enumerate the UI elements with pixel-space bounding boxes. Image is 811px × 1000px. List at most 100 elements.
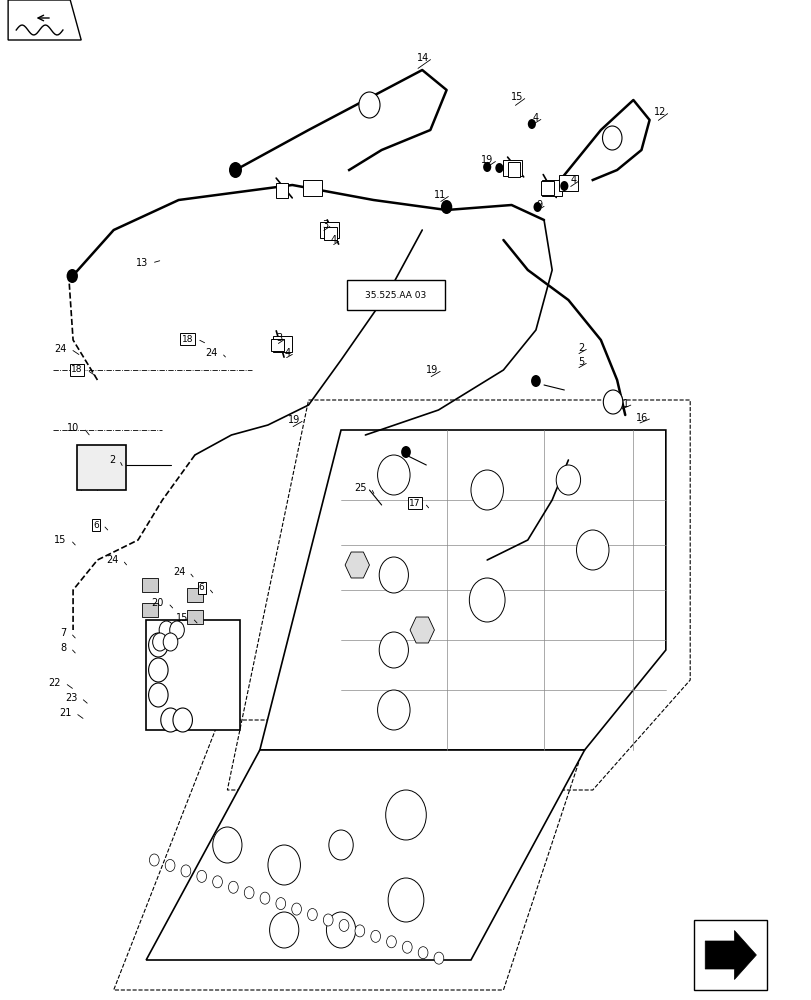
Text: 11: 11 <box>434 190 446 200</box>
Bar <box>142 603 158 617</box>
Polygon shape <box>704 930 756 980</box>
Text: 18: 18 <box>71 365 83 374</box>
Bar <box>187 588 203 602</box>
Circle shape <box>269 912 298 948</box>
Circle shape <box>388 878 423 922</box>
Circle shape <box>440 200 452 214</box>
Text: 17: 17 <box>409 498 420 508</box>
Bar <box>324 227 337 240</box>
Text: 2: 2 <box>109 455 115 465</box>
Circle shape <box>67 269 78 283</box>
Text: 2: 2 <box>577 343 584 353</box>
Circle shape <box>495 163 503 173</box>
Bar <box>542 180 561 196</box>
Circle shape <box>212 876 222 888</box>
Bar <box>320 222 339 238</box>
Text: 15: 15 <box>54 535 67 545</box>
Circle shape <box>379 632 408 668</box>
Circle shape <box>323 914 333 926</box>
Text: 35.525.AA 03: 35.525.AA 03 <box>364 290 426 300</box>
Text: 14: 14 <box>416 53 428 63</box>
Polygon shape <box>410 617 434 643</box>
Circle shape <box>260 892 269 904</box>
Text: 13: 13 <box>135 258 148 268</box>
Text: 19: 19 <box>288 415 300 425</box>
Circle shape <box>328 830 353 860</box>
Text: 15: 15 <box>510 92 522 102</box>
Circle shape <box>149 854 159 866</box>
Circle shape <box>358 92 380 118</box>
Circle shape <box>165 859 174 871</box>
Text: 24: 24 <box>54 344 67 354</box>
Circle shape <box>603 390 622 414</box>
Text: 3: 3 <box>321 220 328 230</box>
FancyBboxPatch shape <box>346 280 444 310</box>
Text: 10: 10 <box>67 423 79 433</box>
Bar <box>507 162 519 177</box>
Bar <box>270 339 284 351</box>
Circle shape <box>173 708 192 732</box>
Circle shape <box>291 903 301 915</box>
Circle shape <box>385 790 426 840</box>
Text: 6: 6 <box>199 584 204 592</box>
Text: 24: 24 <box>173 567 185 577</box>
Text: 8: 8 <box>60 643 67 653</box>
Polygon shape <box>345 552 369 578</box>
Circle shape <box>602 126 621 150</box>
Circle shape <box>483 162 491 172</box>
Text: 3: 3 <box>276 333 282 343</box>
Circle shape <box>533 202 541 212</box>
Circle shape <box>268 845 300 885</box>
Circle shape <box>576 530 608 570</box>
Text: 19: 19 <box>481 155 493 165</box>
Circle shape <box>196 870 206 882</box>
Circle shape <box>469 578 504 622</box>
Circle shape <box>229 162 242 178</box>
Text: 16: 16 <box>635 413 647 423</box>
Circle shape <box>401 446 410 458</box>
Text: 15: 15 <box>176 613 188 623</box>
Circle shape <box>377 455 410 495</box>
Text: 22: 22 <box>49 678 61 688</box>
Circle shape <box>530 375 540 387</box>
Bar <box>502 160 521 176</box>
Text: 4: 4 <box>284 348 290 358</box>
Circle shape <box>434 952 444 964</box>
Circle shape <box>152 633 167 651</box>
Circle shape <box>181 865 191 877</box>
Text: 1: 1 <box>622 399 629 409</box>
Circle shape <box>276 898 285 910</box>
Bar <box>187 610 203 624</box>
Circle shape <box>556 465 580 495</box>
Circle shape <box>169 621 184 639</box>
Text: 4: 4 <box>330 235 337 245</box>
Bar <box>540 181 553 195</box>
Bar <box>142 578 158 592</box>
Text: 12: 12 <box>653 107 665 117</box>
Polygon shape <box>260 430 665 750</box>
Circle shape <box>148 633 168 657</box>
Text: 21: 21 <box>59 708 71 718</box>
Text: 24: 24 <box>106 555 118 565</box>
Text: 5: 5 <box>577 357 584 367</box>
Bar <box>276 183 288 198</box>
Text: 25: 25 <box>354 483 367 493</box>
Text: 4: 4 <box>532 113 539 123</box>
Circle shape <box>159 621 174 639</box>
Text: 9: 9 <box>535 200 542 210</box>
Circle shape <box>418 947 427 959</box>
Text: 18: 18 <box>182 334 193 344</box>
Circle shape <box>377 690 410 730</box>
Text: 7: 7 <box>60 628 67 638</box>
Bar <box>693 920 766 990</box>
Circle shape <box>163 633 178 651</box>
Circle shape <box>307 909 317 921</box>
Circle shape <box>560 181 568 191</box>
Circle shape <box>470 470 503 510</box>
Bar <box>272 336 292 352</box>
Text: 24: 24 <box>205 348 217 358</box>
Circle shape <box>386 936 396 948</box>
Text: 20: 20 <box>152 598 164 608</box>
Circle shape <box>379 557 408 593</box>
Circle shape <box>148 683 168 707</box>
